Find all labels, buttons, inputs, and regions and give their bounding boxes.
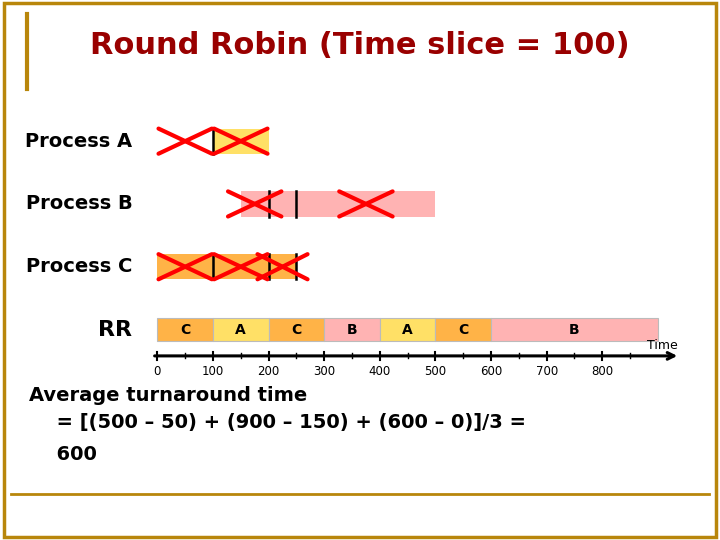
Bar	[324, 318, 380, 341]
Bar	[380, 318, 436, 341]
Text: C: C	[180, 322, 190, 336]
Text: Process C: Process C	[26, 257, 132, 276]
Text: 200: 200	[258, 366, 280, 379]
Bar	[436, 318, 491, 341]
Text: 100: 100	[202, 366, 224, 379]
Text: Average turnaround time: Average turnaround time	[29, 386, 307, 405]
Text: 700: 700	[536, 366, 558, 379]
Bar	[240, 191, 436, 217]
Text: Process A: Process A	[25, 132, 132, 151]
Text: Process B: Process B	[26, 194, 132, 213]
Text: B: B	[569, 322, 580, 336]
Bar	[491, 318, 658, 341]
Text: A: A	[235, 322, 246, 336]
Bar	[213, 129, 269, 154]
Text: 500: 500	[424, 366, 446, 379]
Text: 600: 600	[480, 366, 502, 379]
Text: Time: Time	[647, 339, 678, 352]
Text: C: C	[458, 322, 468, 336]
Text: = [(500 – 50) + (900 – 150) + (600 – 0)]/3 =: = [(500 – 50) + (900 – 150) + (600 – 0)]…	[43, 413, 526, 432]
Text: RR: RR	[99, 320, 132, 340]
Text: B: B	[347, 322, 357, 336]
Bar	[213, 318, 269, 341]
Text: 0: 0	[153, 366, 161, 379]
Text: 400: 400	[369, 366, 391, 379]
Text: C: C	[292, 322, 302, 336]
Text: A: A	[402, 322, 413, 336]
Text: 600: 600	[43, 446, 97, 464]
Bar	[269, 318, 324, 341]
Text: Round Robin (Time slice = 100): Round Robin (Time slice = 100)	[90, 31, 630, 60]
Bar	[158, 254, 297, 279]
Bar	[158, 318, 213, 341]
Text: 800: 800	[591, 366, 613, 379]
Text: 300: 300	[313, 366, 336, 379]
